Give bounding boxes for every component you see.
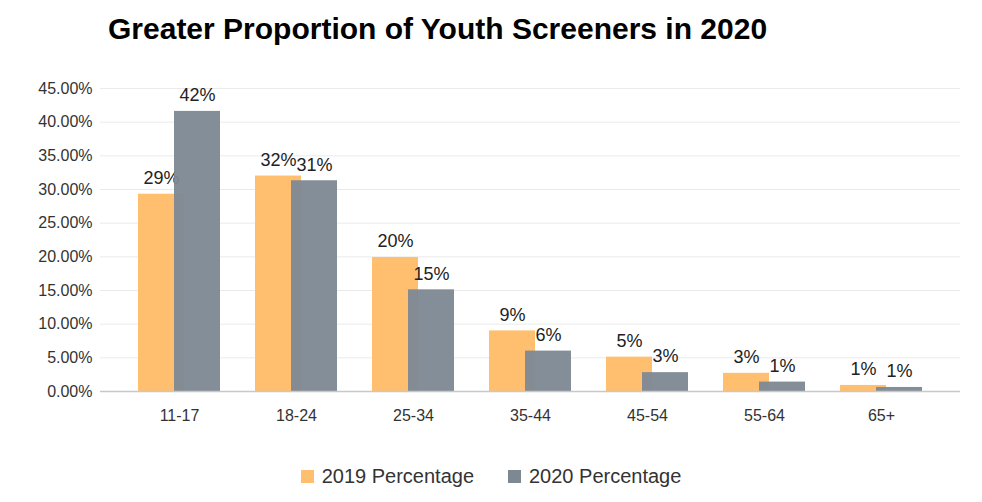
svg-text:45.00%: 45.00% xyxy=(38,80,92,97)
svg-text:3%: 3% xyxy=(733,347,759,367)
svg-text:35-44: 35-44 xyxy=(510,407,551,424)
html-text:2020 Percentage: 2020 Percentage xyxy=(529,464,682,487)
svg-text:65+: 65+ xyxy=(868,407,895,424)
html-text:2019 Percentage: 2019 Percentage xyxy=(321,464,474,487)
svg-text:32%: 32% xyxy=(260,150,296,170)
svg-text:9%: 9% xyxy=(499,305,525,325)
svg-text:29%: 29% xyxy=(143,168,180,188)
svg-text:1%: 1% xyxy=(850,359,876,379)
svg-text:10.00%: 10.00% xyxy=(38,315,92,332)
svg-text:15%: 15% xyxy=(413,264,449,284)
svg-text:0.00%: 0.00% xyxy=(47,383,92,400)
svg-text:18-24: 18-24 xyxy=(276,407,317,424)
svg-text:25-34: 25-34 xyxy=(393,407,434,424)
svg-text:20%: 20% xyxy=(377,231,413,251)
svg-text:15.00%: 15.00% xyxy=(38,282,92,299)
svg-text:55-64: 55-64 xyxy=(744,407,785,424)
svg-text:1%: 1% xyxy=(886,361,912,381)
svg-text:30.00%: 30.00% xyxy=(38,181,92,198)
svg-text:35.00%: 35.00% xyxy=(38,147,92,164)
svg-text:11-17: 11-17 xyxy=(160,407,200,424)
svg-text:3%: 3% xyxy=(652,346,678,366)
svg-text:5.00%: 5.00% xyxy=(47,349,92,366)
svg-text:45-54: 45-54 xyxy=(627,407,668,424)
svg-text:5%: 5% xyxy=(616,331,642,351)
svg-text:40.00%: 40.00% xyxy=(38,113,92,130)
svg-text:25.00%: 25.00% xyxy=(38,214,92,231)
svg-text:42%: 42% xyxy=(179,85,215,105)
svg-text:6%: 6% xyxy=(535,325,561,345)
svg-text:20.00%: 20.00% xyxy=(38,248,92,265)
svg-text:31%: 31% xyxy=(296,155,332,175)
svg-text:1%: 1% xyxy=(769,356,795,376)
html-text:Greater Proportion of Youth Sc: Greater Proportion of Youth Screeners in… xyxy=(108,12,768,45)
